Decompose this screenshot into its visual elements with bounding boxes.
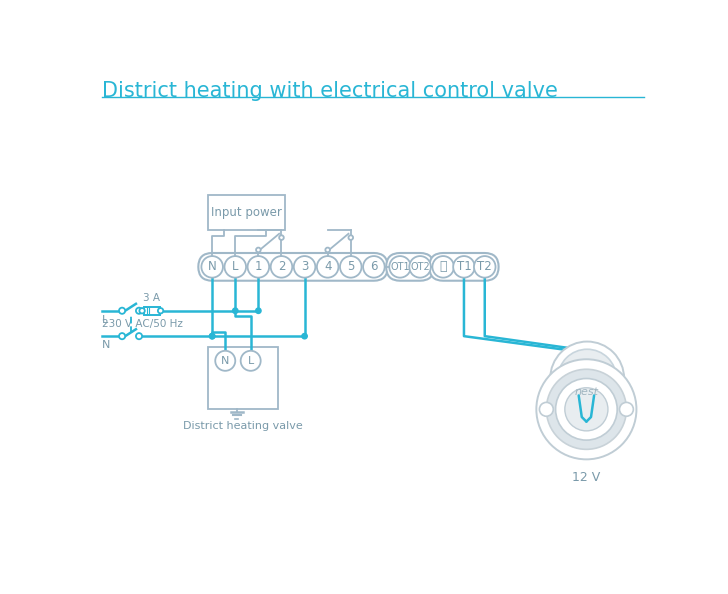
Bar xyxy=(144,307,160,315)
Circle shape xyxy=(256,248,261,252)
Text: 230 V AC/50 Hz: 230 V AC/50 Hz xyxy=(102,319,183,329)
Circle shape xyxy=(119,308,125,314)
Circle shape xyxy=(349,235,353,240)
Circle shape xyxy=(592,393,596,398)
Text: T2: T2 xyxy=(478,260,492,273)
Text: N: N xyxy=(102,340,111,350)
Circle shape xyxy=(317,256,339,277)
FancyBboxPatch shape xyxy=(386,253,434,281)
Circle shape xyxy=(202,256,223,277)
Circle shape xyxy=(158,308,163,314)
Text: OT2: OT2 xyxy=(410,262,430,272)
Text: N: N xyxy=(207,260,216,273)
Circle shape xyxy=(340,256,362,277)
Circle shape xyxy=(546,369,626,449)
Circle shape xyxy=(256,308,261,314)
Text: District heating with electrical control valve: District heating with electrical control… xyxy=(102,81,558,100)
Text: L: L xyxy=(232,260,239,273)
Circle shape xyxy=(224,256,246,277)
Circle shape xyxy=(432,256,454,277)
Circle shape xyxy=(294,256,315,277)
Circle shape xyxy=(210,333,215,339)
Circle shape xyxy=(537,359,636,459)
Text: N: N xyxy=(221,356,229,366)
Circle shape xyxy=(474,256,496,277)
Text: L: L xyxy=(248,356,254,366)
Text: 3 A: 3 A xyxy=(143,293,160,303)
Text: nest: nest xyxy=(574,387,598,397)
Circle shape xyxy=(453,256,475,277)
Circle shape xyxy=(215,351,235,371)
Text: ⏚: ⏚ xyxy=(440,260,447,273)
Text: 12 V: 12 V xyxy=(572,471,601,484)
Circle shape xyxy=(409,256,431,277)
Circle shape xyxy=(363,256,384,277)
Circle shape xyxy=(248,256,269,277)
Circle shape xyxy=(136,333,142,339)
Text: OT1: OT1 xyxy=(390,262,410,272)
Circle shape xyxy=(558,349,617,407)
Text: 5: 5 xyxy=(347,260,355,273)
Circle shape xyxy=(620,402,633,416)
Circle shape xyxy=(302,333,307,339)
Text: nest: nest xyxy=(577,367,598,377)
Text: 3: 3 xyxy=(301,260,308,273)
Circle shape xyxy=(136,308,142,314)
Circle shape xyxy=(139,308,145,314)
Text: 1: 1 xyxy=(255,260,262,273)
Circle shape xyxy=(577,393,581,398)
FancyBboxPatch shape xyxy=(198,253,388,281)
Circle shape xyxy=(555,378,617,440)
Circle shape xyxy=(565,388,608,431)
Text: T1: T1 xyxy=(456,260,471,273)
Text: District heating valve: District heating valve xyxy=(183,421,303,431)
Circle shape xyxy=(550,342,624,415)
Circle shape xyxy=(241,351,261,371)
Circle shape xyxy=(271,256,292,277)
Circle shape xyxy=(232,308,238,314)
Bar xyxy=(208,347,277,409)
FancyBboxPatch shape xyxy=(430,253,499,281)
Text: L: L xyxy=(102,315,108,324)
Text: 4: 4 xyxy=(324,260,331,273)
Circle shape xyxy=(325,248,330,252)
Bar xyxy=(208,195,285,230)
Circle shape xyxy=(210,333,215,339)
Circle shape xyxy=(119,333,125,339)
Circle shape xyxy=(279,235,284,240)
Circle shape xyxy=(539,402,553,416)
Text: 6: 6 xyxy=(370,260,378,273)
Text: Input power: Input power xyxy=(211,206,282,219)
Circle shape xyxy=(389,256,411,277)
Text: 2: 2 xyxy=(277,260,285,273)
